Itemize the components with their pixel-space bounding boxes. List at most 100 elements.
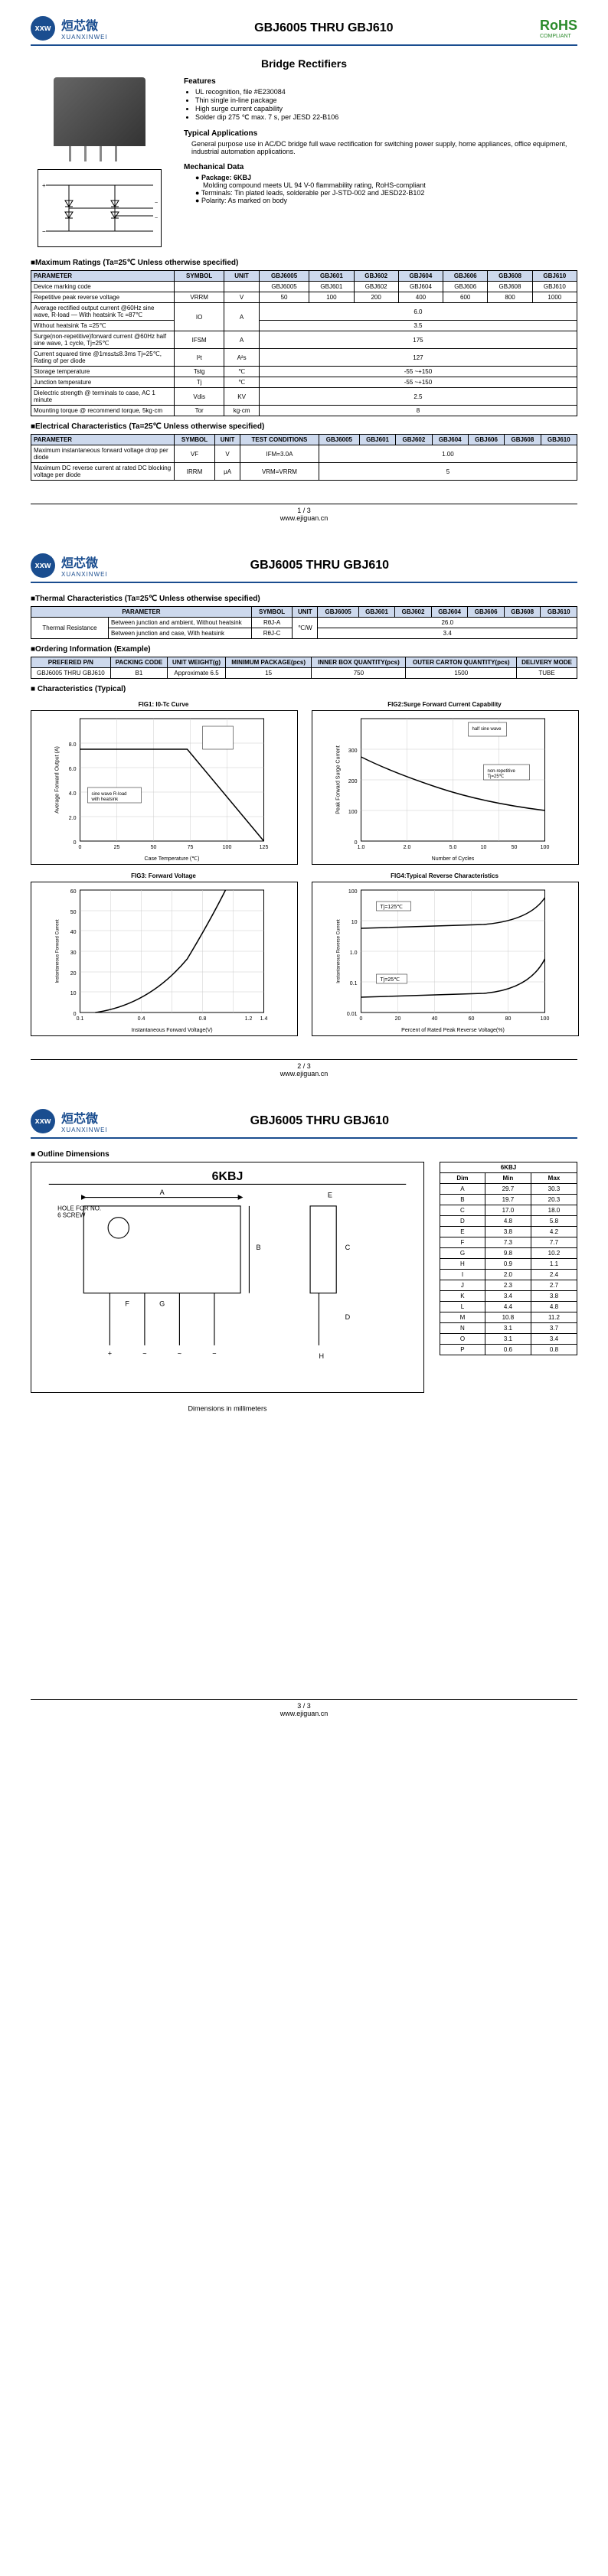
svg-text:Percent of Rated Peak Reverse: Percent of Rated Peak Reverse Voltage(%) — [401, 1028, 505, 1033]
ordering-table: PREFERED P/N PACKING CODE UNIT WEIGHT(g)… — [31, 657, 577, 679]
svg-text:100: 100 — [223, 845, 232, 850]
svg-text:4.0: 4.0 — [69, 791, 77, 797]
svg-text:75: 75 — [188, 845, 194, 850]
svg-text:~: ~ — [178, 1350, 181, 1358]
svg-text:Case Temperature (℃): Case Temperature (℃) — [145, 856, 200, 862]
svg-text:20: 20 — [70, 971, 77, 977]
svg-text:40: 40 — [432, 1016, 438, 1022]
svg-text:Instantaneous Forward Current: Instantaneous Forward Current — [56, 919, 60, 983]
svg-text:0.8: 0.8 — [199, 1016, 207, 1022]
svg-text:0: 0 — [79, 845, 82, 850]
applications-title: Typical Applications — [184, 129, 577, 138]
chart-fig1: FIG1: I0-Tc Curve 0 2.0 4.0 6.0 8.0 — [31, 701, 296, 865]
header: xxw 烜芯微 XUANXINWEI GBJ6005 THRU GBJ610 R… — [31, 15, 577, 46]
chart-fig2: FIG2:Surge Forward Current Capability 0 … — [312, 701, 577, 865]
svg-text:with heatsink: with heatsink — [91, 797, 119, 802]
svg-text:Instantaneous Forward Voltage(: Instantaneous Forward Voltage(V) — [131, 1028, 212, 1033]
svg-text:60: 60 — [70, 889, 77, 895]
dimension-drawing: 6KBJ HOLE FOR NO. 6 SCREW + ~ ~ − A B — [31, 1162, 424, 1393]
features-title: Features — [184, 77, 577, 86]
svg-text:50: 50 — [512, 845, 518, 850]
svg-text:Average Forward Output (A): Average Forward Output (A) — [55, 746, 60, 814]
svg-text:Peak Forward Surge Current: Peak Forward Surge Current — [336, 745, 342, 814]
svg-text:8.0: 8.0 — [69, 742, 77, 748]
svg-text:C: C — [345, 1244, 351, 1251]
svg-text:125: 125 — [260, 845, 269, 850]
logo: xxw 烜芯微 XUANXINWEI — [31, 15, 108, 41]
svg-text:6KBJ: 6KBJ — [212, 1170, 244, 1183]
schematic-diagram: + − ~ ~ — [38, 169, 162, 247]
header-2: xxw 烜芯微 XUANXINWEI GBJ6005 THRU GBJ610 — [31, 553, 577, 583]
svg-text:~: ~ — [155, 216, 158, 221]
product-image — [54, 77, 145, 146]
svg-text:40: 40 — [70, 930, 77, 935]
doc-title: GBJ6005 THRU GBJ610 — [108, 21, 540, 35]
footer-2: 2 / 3 www.ejiguan.cn — [31, 1059, 577, 1078]
svg-text:~: ~ — [142, 1350, 146, 1358]
svg-text:B: B — [257, 1244, 261, 1251]
svg-text:Tj=25℃: Tj=25℃ — [488, 774, 505, 779]
mechanical-title: Mechanical Data — [184, 163, 577, 171]
svg-text:6 SCREW: 6 SCREW — [57, 1212, 86, 1219]
svg-text:300: 300 — [348, 748, 358, 754]
header-3: xxw 烜芯微 XUANXINWEI GBJ6005 THRU GBJ610 — [31, 1108, 577, 1139]
svg-text:50: 50 — [70, 910, 77, 915]
svg-text:100: 100 — [541, 845, 550, 850]
svg-text:1.2: 1.2 — [245, 1016, 253, 1022]
svg-text:H: H — [319, 1352, 324, 1360]
svg-text:1.0: 1.0 — [350, 951, 358, 956]
svg-text:20: 20 — [395, 1016, 401, 1022]
svg-text:sine wave R-load: sine wave R-load — [92, 792, 127, 797]
dimension-table: 6KBJ Dim Min Max A29.730.3B19.720.3C17.0… — [440, 1162, 577, 1393]
thermal-title: ■Thermal Characteristics (Ta=25℃ Unless … — [31, 595, 577, 603]
svg-text:D: D — [345, 1313, 351, 1321]
svg-text:A: A — [160, 1189, 165, 1196]
elec-char-table: PARAMETER SYMBOL UNIT TEST CONDITIONS GB… — [31, 434, 577, 481]
svg-text:non-repetitive: non-repetitive — [488, 769, 516, 774]
svg-text:0.01: 0.01 — [347, 1012, 358, 1017]
svg-text:−: − — [42, 228, 46, 235]
svg-text:6.0: 6.0 — [69, 767, 77, 772]
svg-text:30: 30 — [70, 951, 77, 956]
svg-text:0: 0 — [74, 840, 77, 846]
svg-text:0: 0 — [360, 1016, 363, 1022]
thermal-table: PARAMETER SYMBOL UNIT GBJ6005 GBJ601 GBJ… — [31, 606, 577, 639]
top-section: + − ~ ~ — [31, 77, 577, 247]
svg-text:+: + — [108, 1350, 112, 1358]
logo-circle: xxw — [31, 16, 55, 41]
svg-text:100: 100 — [348, 810, 358, 815]
svg-text:1.4: 1.4 — [260, 1016, 268, 1022]
outline-title: ■ Outline Dimensions — [31, 1150, 577, 1159]
rohs-badge: RoHS COMPLIANT — [540, 18, 577, 39]
svg-text:1.0: 1.0 — [358, 845, 365, 850]
svg-text:G: G — [159, 1300, 165, 1308]
svg-text:10: 10 — [351, 920, 358, 925]
svg-text:10: 10 — [481, 845, 487, 850]
max-ratings-table: PARAMETER SYMBOL UNIT GBJ6005 GBJ601 GBJ… — [31, 270, 577, 416]
svg-text:F: F — [125, 1300, 129, 1308]
svg-text:~: ~ — [155, 201, 158, 206]
svg-text:Dimensions in millimeters: Dimensions in millimeters — [188, 1404, 267, 1412]
logo-en: XUANXINWEI — [61, 34, 108, 41]
svg-text:60: 60 — [469, 1016, 475, 1022]
applications-text: General purpose use in AC/DC bridge full… — [184, 140, 577, 155]
svg-text:25: 25 — [114, 845, 120, 850]
svg-text:Tj=125℃: Tj=125℃ — [381, 905, 404, 910]
page-3: xxw 烜芯微 XUANXINWEI GBJ6005 THRU GBJ610 ■… — [0, 1093, 608, 1733]
svg-text:10: 10 — [70, 991, 77, 996]
svg-text:2.0: 2.0 — [404, 845, 411, 850]
svg-text:E: E — [328, 1192, 332, 1199]
chart-fig4: FIG4:Typical Reverse Characteristics Tj=… — [312, 872, 577, 1036]
features-list: UL recognition, file #E230084 Thin singl… — [184, 88, 577, 122]
svg-text:−: − — [212, 1350, 216, 1358]
page-1: xxw 烜芯微 XUANXINWEI GBJ6005 THRU GBJ610 R… — [0, 0, 608, 537]
chart-fig3: FIG3: Forward Voltage 0 10 20 — [31, 872, 296, 1036]
svg-text:Instantaneous Reverse Current: Instantaneous Reverse Current — [337, 919, 342, 983]
ordering-title: ■Ordering Information (Example) — [31, 645, 577, 654]
svg-text:2.0: 2.0 — [69, 816, 77, 821]
svg-text:80: 80 — [505, 1016, 512, 1022]
svg-text:100: 100 — [541, 1016, 550, 1022]
svg-text:100: 100 — [348, 889, 358, 895]
svg-text:50: 50 — [151, 845, 157, 850]
footer-1: 1 / 3 www.ejiguan.cn — [31, 504, 577, 522]
